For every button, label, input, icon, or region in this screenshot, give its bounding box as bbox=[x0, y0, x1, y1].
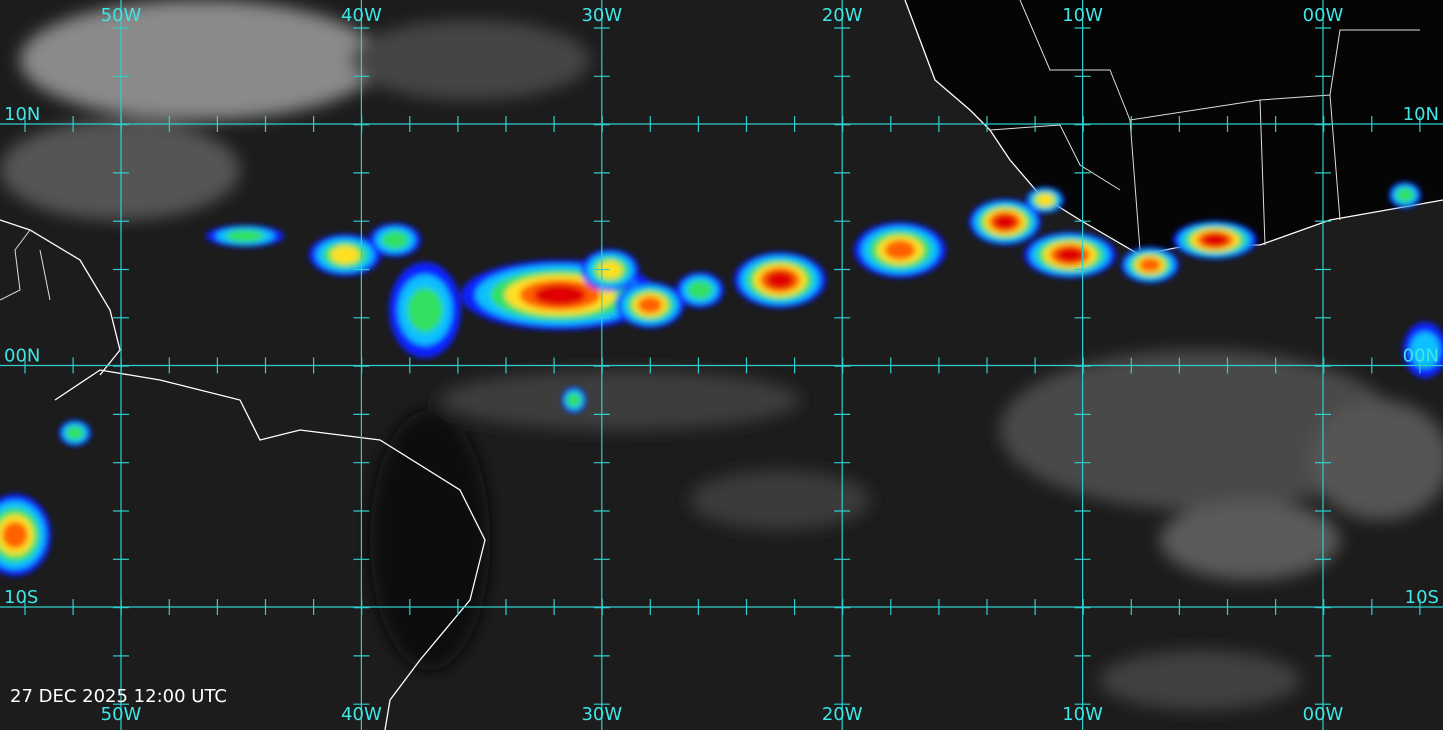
longitude-label: 50W bbox=[101, 5, 142, 26]
timestamp: 27 DEC 2025 12:00 UTC bbox=[10, 686, 227, 707]
convective-cloud bbox=[597, 261, 623, 279]
convective-cloud bbox=[1410, 332, 1440, 368]
longitude-label: 10W bbox=[1062, 704, 1103, 725]
longitude-label: 30W bbox=[581, 5, 622, 26]
latitude-label: 00N bbox=[4, 346, 40, 367]
convective-cloud bbox=[637, 296, 663, 314]
latitude-label: 10N bbox=[1403, 104, 1439, 125]
convective-cloud bbox=[226, 229, 264, 243]
convective-cloud bbox=[1139, 257, 1161, 273]
longitude-label: 00W bbox=[1303, 704, 1344, 725]
convective-cloud bbox=[1036, 193, 1054, 207]
south-america-coastline bbox=[0, 219, 486, 730]
latitude-label: 10S bbox=[4, 587, 38, 608]
convective-cloud bbox=[884, 240, 916, 260]
longitude-label: 30W bbox=[581, 704, 622, 725]
convective-cloud bbox=[534, 284, 586, 306]
longitude-label: 00W bbox=[1303, 5, 1344, 26]
longitude-label: 20W bbox=[822, 5, 863, 26]
convection bbox=[0, 182, 1443, 576]
longitude-label: 40W bbox=[341, 704, 382, 725]
convective-cloud bbox=[330, 246, 360, 264]
convective-cloud bbox=[687, 280, 713, 300]
cloud-field bbox=[0, 0, 1443, 710]
south-america-borders bbox=[0, 229, 51, 301]
convective-cloud bbox=[381, 231, 409, 249]
latitude-label: 10N bbox=[4, 104, 40, 125]
longitude-label: 40W bbox=[341, 5, 382, 26]
latitude-label: 10S bbox=[1405, 587, 1439, 608]
labels: 50W 50W 40W 40W 30W 30W 20W 20W 10W 10W 00W 00W 10N 1… bbox=[4, 5, 1439, 725]
convective-cloud bbox=[65, 425, 85, 441]
longitude-label: 10W bbox=[1062, 5, 1103, 26]
convective-cloud bbox=[1202, 233, 1228, 247]
convective-cloud bbox=[566, 392, 582, 408]
convective-cloud bbox=[1395, 187, 1415, 203]
africa-borders bbox=[989, 0, 1420, 251]
latitude-label: 00N bbox=[1403, 346, 1439, 367]
longitude-label: 20W bbox=[822, 704, 863, 725]
convective-cloud bbox=[993, 214, 1017, 230]
longitude-label: 50W bbox=[101, 704, 142, 725]
convective-cloud bbox=[766, 271, 794, 289]
convective-cloud bbox=[1056, 247, 1084, 263]
convective-cloud bbox=[407, 287, 443, 333]
convective-cloud bbox=[2, 521, 28, 549]
